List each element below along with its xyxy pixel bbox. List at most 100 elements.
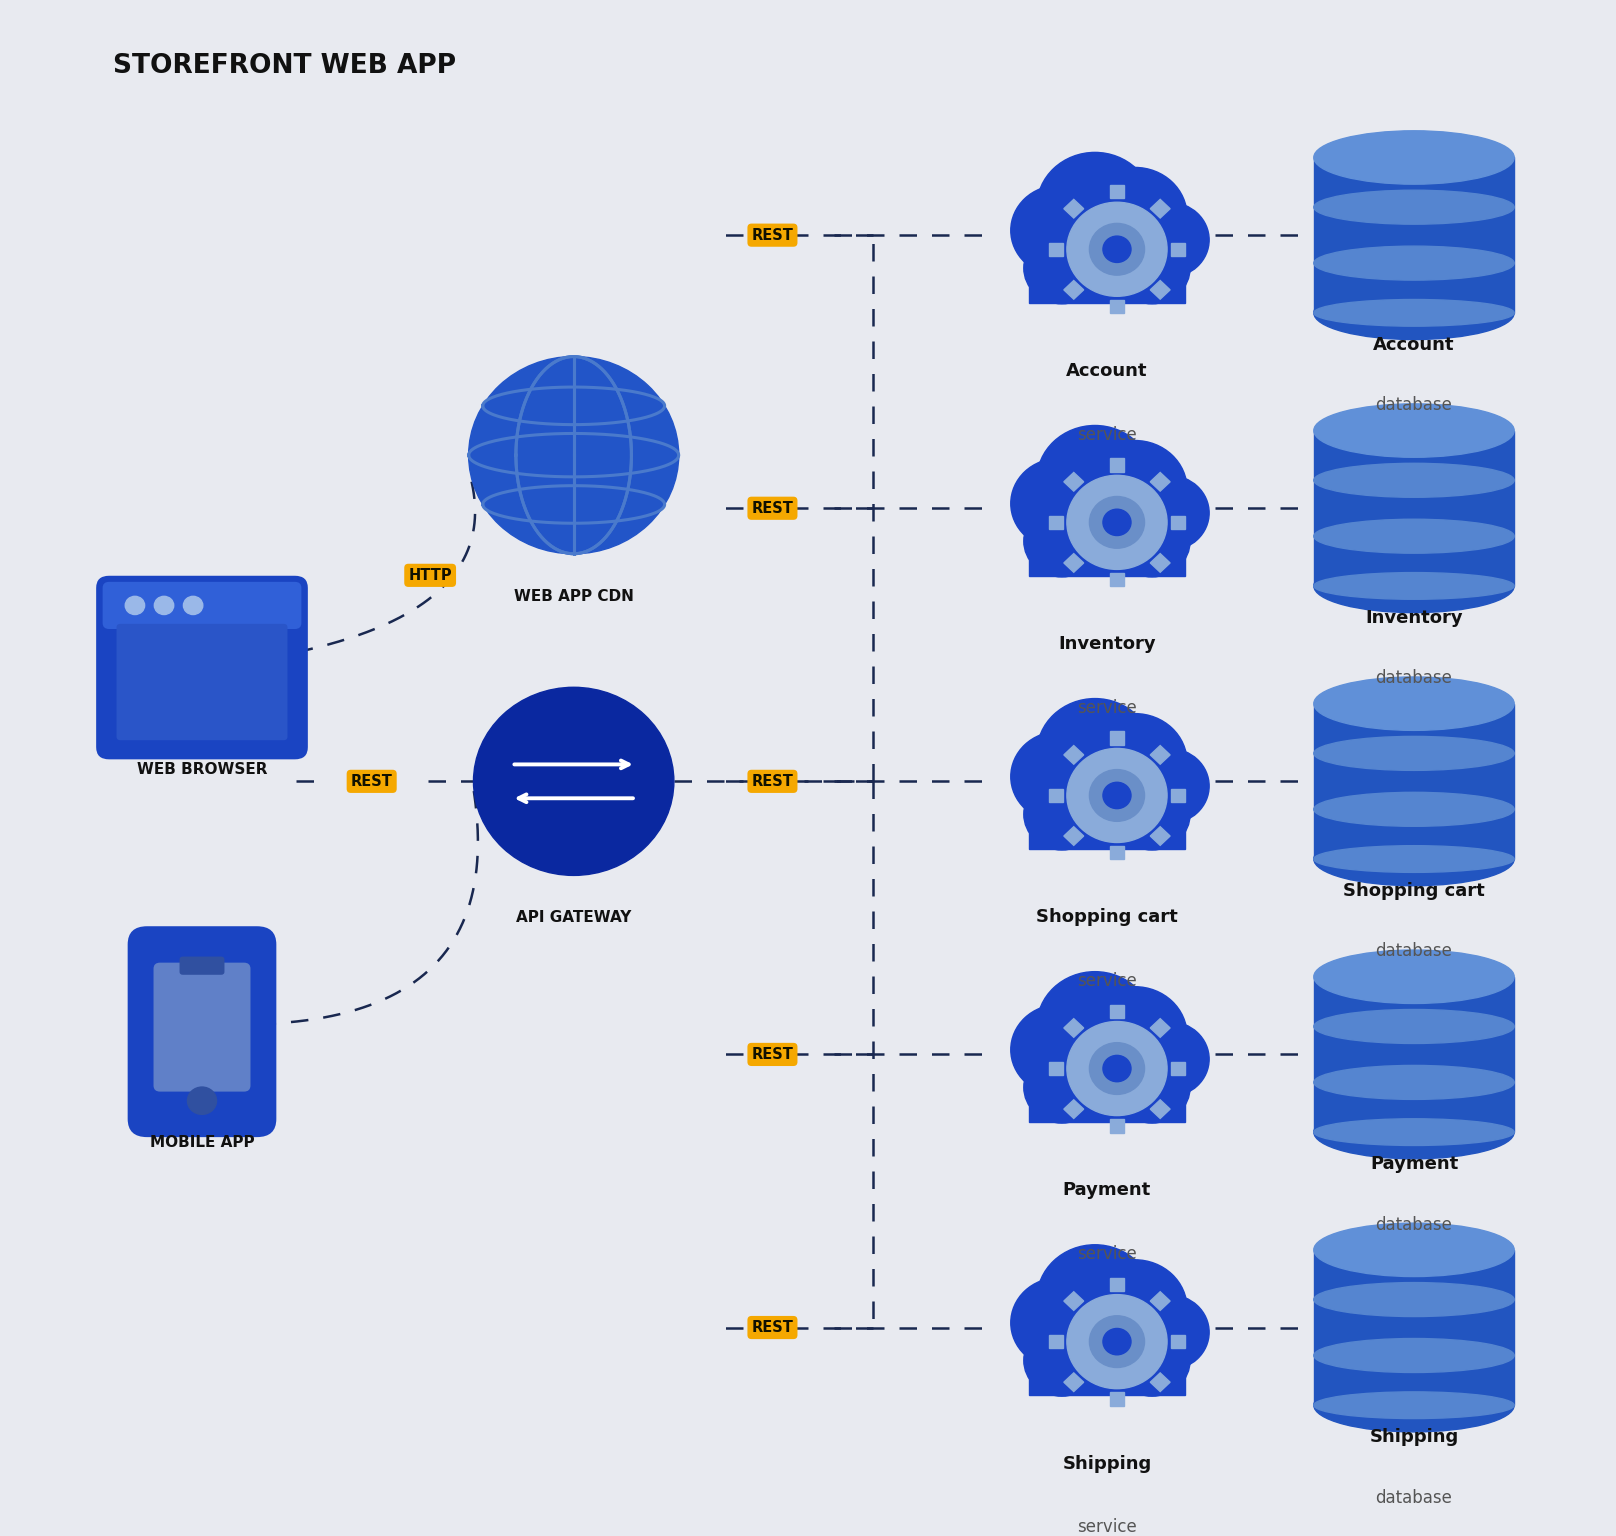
Circle shape	[1037, 425, 1154, 535]
Bar	[1029, 241, 1185, 303]
Bar	[1172, 790, 1185, 802]
Circle shape	[1083, 1260, 1188, 1358]
Ellipse shape	[1314, 846, 1514, 872]
Bar	[1314, 977, 1514, 1132]
Text: Inventory: Inventory	[1058, 636, 1155, 653]
Circle shape	[1083, 714, 1188, 811]
Text: REST: REST	[751, 1319, 793, 1335]
Circle shape	[1025, 1324, 1100, 1396]
Bar	[1172, 1061, 1185, 1075]
Text: REST: REST	[751, 227, 793, 243]
Ellipse shape	[1314, 793, 1514, 826]
Bar	[1110, 1393, 1125, 1405]
Text: REST: REST	[351, 774, 393, 790]
Ellipse shape	[1314, 246, 1514, 280]
Bar	[1110, 1278, 1125, 1290]
Circle shape	[1037, 699, 1154, 808]
Bar	[1063, 281, 1084, 300]
Text: service: service	[1078, 1246, 1136, 1263]
Ellipse shape	[1314, 677, 1514, 730]
Bar	[1110, 186, 1125, 198]
Bar	[1151, 1018, 1170, 1037]
Circle shape	[1130, 748, 1209, 823]
Circle shape	[183, 596, 204, 614]
Circle shape	[155, 596, 175, 614]
Circle shape	[1012, 733, 1105, 820]
Text: Account: Account	[1374, 335, 1454, 353]
Circle shape	[1130, 203, 1209, 278]
Ellipse shape	[1314, 736, 1514, 771]
Bar	[1172, 243, 1185, 257]
Circle shape	[1104, 237, 1131, 263]
Circle shape	[1010, 186, 1107, 275]
Circle shape	[187, 1087, 217, 1114]
Circle shape	[473, 687, 674, 876]
Circle shape	[1025, 1052, 1100, 1123]
Ellipse shape	[1314, 1009, 1514, 1043]
FancyBboxPatch shape	[179, 957, 225, 975]
Text: WEB BROWSER: WEB BROWSER	[137, 762, 267, 777]
Circle shape	[1083, 167, 1188, 266]
Bar	[1110, 458, 1125, 472]
Circle shape	[1067, 1295, 1167, 1389]
Bar	[1151, 1373, 1170, 1392]
Text: database: database	[1375, 1488, 1453, 1507]
Ellipse shape	[1314, 951, 1514, 1003]
Text: Inventory: Inventory	[1366, 608, 1462, 627]
Circle shape	[1130, 475, 1209, 550]
Circle shape	[1113, 1324, 1189, 1396]
Bar	[1049, 790, 1063, 802]
Circle shape	[1089, 223, 1144, 275]
Circle shape	[1089, 1043, 1144, 1095]
Text: MOBILE APP: MOBILE APP	[150, 1135, 254, 1150]
Bar	[1151, 281, 1170, 300]
Ellipse shape	[1314, 1338, 1514, 1373]
Circle shape	[1012, 186, 1105, 275]
Ellipse shape	[1314, 573, 1514, 599]
Bar	[1110, 731, 1125, 745]
Ellipse shape	[1314, 1118, 1514, 1146]
Circle shape	[1012, 1278, 1105, 1367]
Circle shape	[1067, 475, 1167, 570]
Bar	[1049, 1335, 1063, 1349]
Bar	[1110, 1120, 1125, 1132]
Circle shape	[1010, 731, 1107, 822]
FancyBboxPatch shape	[116, 624, 288, 740]
FancyBboxPatch shape	[103, 582, 301, 630]
Bar	[1151, 1100, 1170, 1118]
Circle shape	[1089, 770, 1144, 822]
Bar	[1063, 1018, 1084, 1037]
Bar	[1049, 1061, 1063, 1075]
Text: Shopping cart: Shopping cart	[1343, 882, 1485, 900]
Circle shape	[1104, 782, 1131, 808]
Circle shape	[1113, 779, 1189, 849]
Ellipse shape	[1314, 1223, 1514, 1276]
Circle shape	[1037, 152, 1154, 261]
Circle shape	[1104, 1055, 1131, 1081]
Circle shape	[1067, 748, 1167, 842]
Text: HTTP: HTTP	[409, 568, 452, 582]
Circle shape	[1067, 203, 1167, 296]
Text: database: database	[1375, 670, 1453, 688]
Bar	[1063, 826, 1084, 845]
Bar	[1151, 200, 1170, 218]
Ellipse shape	[1314, 519, 1514, 553]
Circle shape	[1025, 505, 1100, 578]
Bar	[1151, 473, 1170, 492]
Bar	[1063, 1373, 1084, 1392]
Text: service: service	[1078, 972, 1136, 991]
Text: service: service	[1078, 699, 1136, 717]
Circle shape	[1025, 779, 1100, 849]
Text: service: service	[1078, 1518, 1136, 1536]
Text: REST: REST	[751, 774, 793, 790]
Bar	[1314, 430, 1514, 585]
Bar	[1151, 553, 1170, 573]
Bar	[1110, 846, 1125, 860]
Ellipse shape	[1314, 300, 1514, 326]
Circle shape	[1089, 496, 1144, 548]
Bar	[1063, 553, 1084, 573]
Bar	[1029, 515, 1185, 576]
Text: Shipping: Shipping	[1062, 1455, 1152, 1473]
Circle shape	[1010, 1278, 1107, 1369]
Ellipse shape	[1314, 1106, 1514, 1158]
